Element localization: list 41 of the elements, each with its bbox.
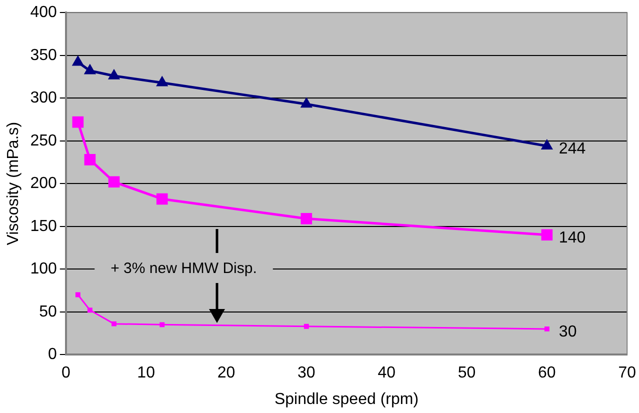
data-label: 140 — [558, 229, 586, 246]
x-tick-label: 70 — [618, 364, 636, 382]
point — [72, 116, 84, 128]
y-tick-label: 0 — [48, 346, 57, 364]
point — [72, 55, 84, 66]
y-axis-title: Viscosity (mPa.s) — [5, 122, 22, 246]
data-label: 244 — [558, 140, 586, 158]
point — [108, 68, 120, 80]
y-tick-label: 300 — [30, 90, 57, 107]
point — [156, 76, 168, 86]
point — [84, 154, 96, 166]
point — [84, 64, 96, 74]
y-tick-label: 100 — [30, 260, 57, 278]
point — [300, 213, 312, 224]
point — [540, 138, 553, 150]
point — [304, 324, 309, 329]
y-tick-label: 400 — [30, 4, 57, 22]
point — [160, 322, 165, 328]
x-tick-label: 10 — [137, 364, 156, 382]
x-tick-label: 0 — [61, 364, 70, 382]
x-tick-label: 20 — [217, 364, 236, 382]
y-tick-label: 150 — [30, 218, 57, 235]
y-tick-label: 200 — [30, 175, 57, 192]
point — [112, 321, 116, 326]
point — [156, 193, 168, 205]
point — [544, 326, 550, 332]
annotation: + 3% new HMW Disp. — [110, 260, 257, 278]
point — [108, 176, 120, 188]
y-tick-label: 350 — [30, 46, 57, 64]
x-tick-label: 40 — [378, 364, 396, 382]
data-label: 30 — [558, 323, 577, 340]
x-tick-label: 60 — [538, 364, 556, 382]
y-tick-label: 50 — [39, 303, 57, 320]
x-tick-label: 50 — [458, 364, 476, 382]
x-axis-title: Spindle speed (rpm) — [274, 390, 419, 408]
y-tick-label: 250 — [30, 132, 57, 150]
point — [300, 97, 312, 108]
point — [87, 308, 92, 313]
point — [75, 292, 80, 298]
point — [541, 229, 553, 241]
x-tick-label: 30 — [298, 364, 316, 382]
